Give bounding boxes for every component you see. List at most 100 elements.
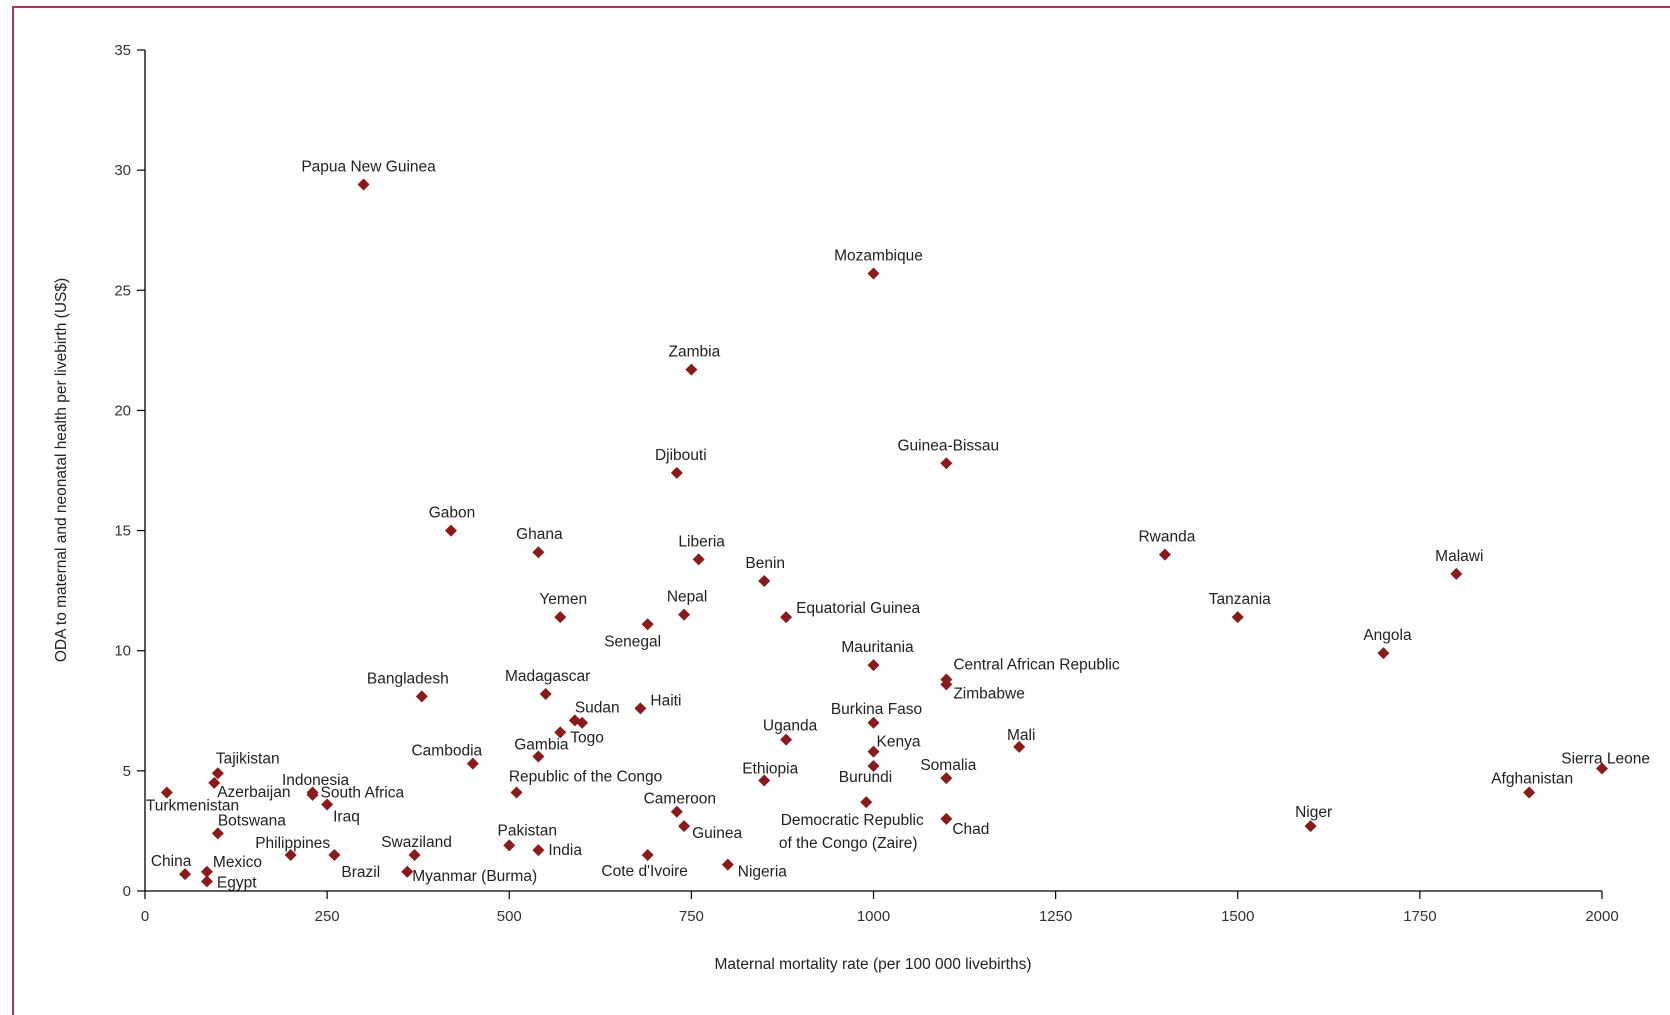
data-point-marker	[634, 702, 647, 715]
point-label: Togo	[570, 729, 604, 746]
y-tick-label: 25	[114, 282, 131, 299]
point-label: Senegal	[604, 633, 661, 650]
data-point-marker	[780, 733, 793, 746]
data-point-marker	[867, 716, 880, 729]
point-label: Pakistan	[498, 822, 557, 839]
frame-border-left	[12, 6, 14, 1015]
point-label: Kenya	[877, 734, 921, 751]
point-label: Nepal	[667, 589, 708, 606]
point-label: India	[548, 842, 582, 859]
frame-border-top	[12, 6, 1670, 8]
data-point-marker	[1231, 611, 1244, 624]
y-tick-label: 30	[114, 162, 131, 179]
data-point-marker	[867, 745, 880, 758]
point-label: Bangladesh	[367, 670, 449, 687]
data-point-marker	[532, 750, 545, 763]
point-label: Central African Republic	[953, 657, 1120, 674]
point-label: Liberia	[678, 533, 725, 550]
data-point-marker	[401, 865, 414, 878]
point-label: Benin	[745, 555, 785, 572]
y-tick-label: 15	[114, 523, 131, 540]
point-label: Republic of the Congo	[509, 768, 662, 785]
x-tick-label: 1750	[1403, 908, 1436, 925]
point-label: Turkmenistan	[146, 797, 239, 814]
point-label: Haiti	[650, 692, 681, 709]
data-point-marker	[321, 798, 334, 811]
point-label: Swaziland	[381, 834, 452, 851]
data-point-marker	[1158, 548, 1171, 561]
data-point-marker	[940, 457, 953, 470]
data-point-marker	[408, 848, 421, 861]
data-point-marker	[685, 363, 698, 376]
data-point-marker	[328, 848, 341, 861]
point-label: Tajikistan	[216, 750, 280, 767]
point-label: Azerbaijan	[217, 784, 290, 801]
data-point-marker	[554, 611, 567, 624]
data-point-marker	[670, 805, 683, 818]
data-point-marker	[576, 716, 589, 729]
point-label: Mozambique	[834, 247, 923, 264]
data-point-marker	[211, 767, 224, 780]
point-label: Egypt	[217, 874, 257, 891]
point-label: Niger	[1295, 804, 1332, 821]
y-tick-label: 20	[114, 402, 131, 419]
data-point-marker	[532, 546, 545, 559]
point-label: Ghana	[516, 526, 563, 543]
data-point-marker	[758, 575, 771, 588]
point-label: Cameroon	[644, 791, 716, 808]
x-tick-label: 250	[315, 908, 340, 925]
data-point-marker	[200, 875, 213, 888]
y-tick-label: 35	[114, 42, 131, 59]
data-point-marker	[867, 267, 880, 280]
data-point-marker	[211, 827, 224, 840]
point-label: South Africa	[321, 784, 405, 801]
data-point-marker	[466, 757, 479, 770]
data-point-marker	[670, 466, 683, 479]
x-tick-label: 2000	[1585, 908, 1618, 925]
data-point-marker	[503, 839, 516, 852]
data-point-marker	[1304, 820, 1317, 833]
data-point-marker	[1377, 647, 1390, 660]
data-point-marker	[940, 812, 953, 825]
point-label: Botswana	[218, 812, 286, 829]
point-label: Chad	[952, 821, 989, 838]
point-label: Mali	[1007, 727, 1035, 744]
x-tick-label: 1250	[1039, 908, 1072, 925]
data-point-marker	[1523, 786, 1536, 799]
data-point-marker	[532, 844, 545, 857]
data-point-marker	[415, 690, 428, 703]
data-point-marker	[678, 608, 691, 621]
y-tick-label: 5	[123, 763, 131, 780]
data-point-marker	[284, 848, 297, 861]
point-label: Iraq	[333, 808, 360, 825]
data-point-marker	[641, 618, 654, 631]
point-label: Sierra Leone	[1561, 750, 1650, 767]
data-point-marker	[306, 786, 319, 799]
point-label: Mauritania	[841, 639, 914, 656]
point-label: Madagascar	[505, 668, 590, 685]
data-point-marker	[860, 796, 873, 809]
point-label: Ethiopia	[742, 760, 798, 777]
point-label: Nigeria	[738, 864, 787, 881]
point-label: Burundi	[839, 769, 892, 786]
y-axis-title: ODA to maternal and neonatal health per …	[53, 278, 70, 662]
point-label: Zambia	[669, 344, 721, 361]
point-label: Zimbabwe	[953, 685, 1025, 702]
point-label: Cote d'Ivoire	[601, 863, 688, 880]
point-label: Gabon	[429, 505, 476, 522]
point-label: Guinea-Bissau	[898, 437, 1000, 454]
point-label: Equatorial Guinea	[796, 600, 920, 617]
data-point-marker	[1013, 740, 1026, 753]
x-tick-label: 500	[497, 908, 522, 925]
point-label: Democratic Republic	[781, 812, 924, 829]
point-label: Rwanda	[1138, 529, 1195, 546]
data-point-marker	[758, 774, 771, 787]
data-point-marker	[940, 772, 953, 785]
data-point-marker	[179, 868, 192, 881]
point-label: Yemen	[539, 591, 587, 608]
data-point-marker	[208, 776, 221, 789]
point-label: Guinea	[692, 825, 742, 842]
point-label: Uganda	[763, 718, 818, 735]
data-point-marker	[1450, 567, 1463, 580]
